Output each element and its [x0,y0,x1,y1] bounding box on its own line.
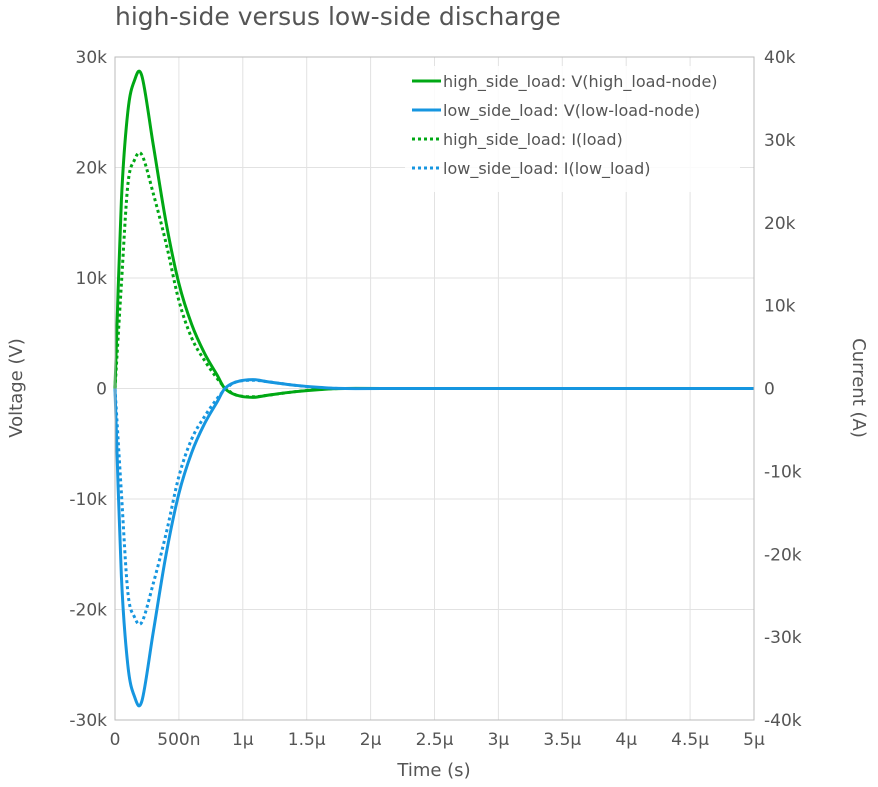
y2-tick-label: 30k [764,131,796,151]
y2-tick-label: 10k [764,297,796,317]
x-tick-label: 3μ [488,730,510,750]
series-lines [113,69,754,708]
legend-label: low_side_load: I(low_load) [443,159,651,179]
y-tick-label: 10k [76,269,108,289]
y2-tick-label: -40k [764,711,802,731]
y-tick-label: -30k [69,711,107,731]
x-axis-ticks: 0 500n 1μ 1.5μ 2μ 2.5μ 3μ 3.5μ 4μ 4.5μ 5μ [110,730,765,750]
legend-label: high_side_load: V(high_load-node) [443,72,718,92]
x-tick-label: 3.5μ [543,730,581,750]
y-tick-label: 20k [76,159,108,179]
x-tick-label: 2.5μ [416,730,454,750]
y-tick-label: 30k [76,48,108,68]
x-tick-label: 2μ [360,730,382,750]
x-tick-label: 500n [157,730,200,750]
series-line-1 [113,378,754,708]
legend-item: high_side_load: I(load) [412,130,623,150]
y2-tick-label: 20k [764,214,796,234]
x-tick-label: 1μ [232,730,254,750]
legend-item: low_side_load: V(low-load-node) [412,101,700,121]
y-axis-ticks: 30k 20k 10k 0 -10k -20k -30k [69,48,107,731]
legend: high_side_load: V(high_load-node) low_sid… [405,66,740,192]
y2-tick-label: 0 [764,380,775,400]
y-axis-label: Voltage (V) [6,338,27,438]
y2-axis-label: Current (A) [848,338,869,438]
chart-title: high-side versus low-side discharge [115,2,561,31]
legend-item: high_side_load: V(high_load-node) [412,72,718,92]
y2-tick-label: 40k [764,48,796,68]
y2-tick-label: -20k [764,545,802,565]
legend-background [405,66,740,192]
x-tick-label: 4μ [615,730,637,750]
legend-item: low_side_load: I(low_load) [412,159,651,179]
y-tick-label: -10k [69,490,107,510]
x-tick-label: 4.5μ [671,730,709,750]
y2-tick-label: -10k [764,462,802,482]
y-tick-label: 0 [96,380,107,400]
y-tick-label: -20k [69,601,107,621]
x-axis-label: Time (s) [396,760,470,781]
y2-axis-ticks: 40k 30k 20k 10k 0 -10k -20k -30k -40k [764,48,802,731]
x-tick-label: 0 [110,730,121,750]
legend-label: high_side_load: I(load) [443,130,623,150]
x-tick-label: 5μ [743,730,765,750]
y2-tick-label: -30k [764,628,802,648]
x-tick-label: 1.5μ [288,730,326,750]
legend-label: low_side_load: V(low-load-node) [443,101,700,121]
plot-frame [114,56,755,721]
